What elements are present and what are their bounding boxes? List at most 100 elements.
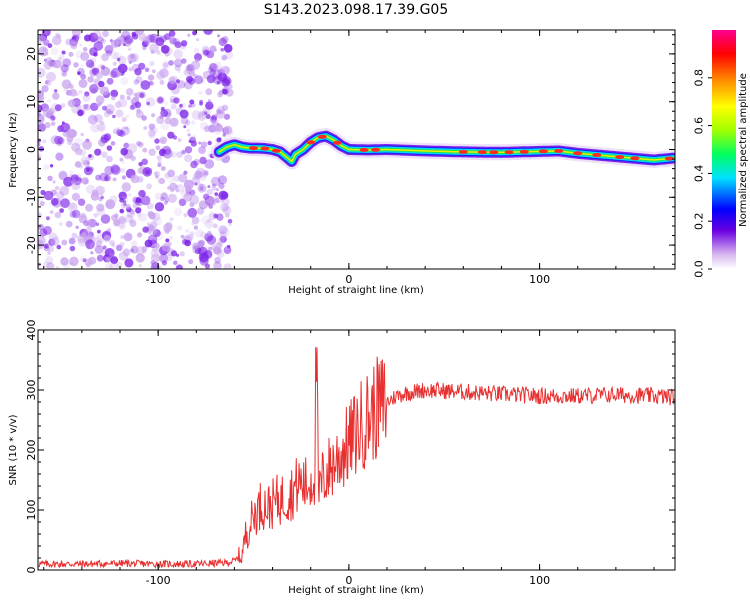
noise-blob	[135, 253, 145, 263]
noise-blob	[155, 174, 159, 179]
noise-blob	[205, 189, 210, 194]
noise-blob	[57, 137, 65, 145]
noise-blob	[179, 103, 183, 108]
noise-blob	[159, 253, 169, 263]
noise-blob	[181, 239, 188, 245]
noise-blob	[126, 96, 131, 101]
noise-blob	[221, 54, 227, 61]
noise-blob	[190, 140, 197, 147]
noise-blob	[56, 244, 62, 250]
noise-blob	[129, 104, 135, 110]
noise-blob	[38, 146, 44, 152]
noise-blob	[169, 217, 174, 222]
noise-blob	[80, 132, 84, 137]
noise-blob	[220, 187, 224, 191]
colorbar-tick-label: 0.0	[693, 260, 706, 278]
noise-blob	[135, 197, 142, 203]
spectrogram-y-tick-label: 20	[25, 47, 38, 61]
noise-blob	[161, 260, 167, 266]
noise-blob	[142, 226, 149, 233]
noise-blob	[203, 30, 213, 35]
noise-blob	[110, 39, 119, 48]
noise-blob	[199, 174, 207, 181]
noise-blob	[192, 173, 200, 181]
noise-blob	[193, 225, 198, 230]
ridge-peak	[630, 156, 640, 161]
noise-blob	[195, 167, 206, 178]
noise-blob	[38, 115, 45, 124]
noise-blob	[47, 43, 53, 48]
noise-blob	[117, 55, 127, 65]
noise-blob	[101, 151, 108, 158]
noise-blob	[38, 196, 44, 202]
noise-blob	[150, 263, 158, 269]
ridge-peak	[260, 146, 270, 151]
noise-blob	[187, 133, 191, 137]
noise-blob	[104, 165, 114, 176]
noise-blob	[222, 133, 227, 137]
noise-blob	[68, 84, 74, 90]
noise-blob	[113, 52, 122, 61]
snr-ticks: -100 0 100 0 100 200 300 400	[25, 320, 675, 587]
noise-blob	[217, 251, 225, 258]
noise-blob	[45, 80, 52, 87]
noise-blob	[178, 173, 188, 183]
noise-blob	[164, 117, 171, 125]
noise-blob	[115, 244, 123, 252]
noise-blob	[73, 99, 81, 107]
noise-blob	[48, 238, 56, 246]
noise-blob	[225, 212, 230, 218]
noise-blob	[146, 42, 150, 46]
noise-blob	[82, 93, 91, 102]
noise-blob	[150, 126, 158, 134]
noise-blob	[157, 97, 164, 104]
noise-blob	[109, 70, 117, 79]
noise-blob	[77, 71, 81, 75]
noise-blob	[115, 109, 124, 118]
noise-blob	[63, 68, 68, 73]
noise-blob	[100, 65, 106, 70]
noise-blob	[112, 177, 117, 182]
noise-blob	[82, 258, 87, 263]
noise-blob	[135, 76, 143, 83]
noise-blob	[38, 35, 46, 45]
noise-blob	[38, 67, 46, 78]
noise-blob	[136, 212, 142, 218]
noise-blob	[142, 249, 147, 254]
noise-blob	[204, 219, 214, 229]
noise-blob	[210, 116, 217, 124]
noise-blob	[42, 261, 50, 269]
noise-blob	[69, 203, 76, 209]
noise-blob	[216, 105, 225, 115]
noise-blob	[220, 203, 230, 212]
noise-blob	[164, 228, 170, 234]
noise-blob	[110, 256, 119, 265]
ridge-peak	[458, 149, 468, 154]
noise-blob	[205, 195, 215, 206]
noise-blob	[46, 262, 55, 269]
ridge-peak	[554, 148, 564, 153]
noise-blob	[176, 266, 182, 269]
noise-blob	[162, 62, 169, 69]
ridge-peak	[271, 148, 281, 153]
noise-blob	[44, 122, 51, 129]
noise-blob	[163, 200, 168, 205]
noise-blob	[149, 81, 155, 86]
noise-blob	[213, 261, 222, 269]
noise-blob	[93, 236, 102, 246]
noise-blob	[156, 155, 162, 161]
ridge-peak	[371, 147, 381, 152]
noise-blob	[71, 38, 78, 45]
snr-y-tick-label: 200	[25, 440, 38, 461]
noise-blob	[207, 185, 211, 189]
noise-blob	[97, 229, 101, 234]
noise-blob	[142, 167, 153, 177]
noise-blob	[115, 66, 123, 74]
noise-blob	[198, 246, 208, 257]
noise-blob	[192, 30, 197, 36]
noise-blob	[120, 147, 128, 156]
noise-blob	[70, 179, 77, 185]
noise-blob	[100, 38, 107, 45]
